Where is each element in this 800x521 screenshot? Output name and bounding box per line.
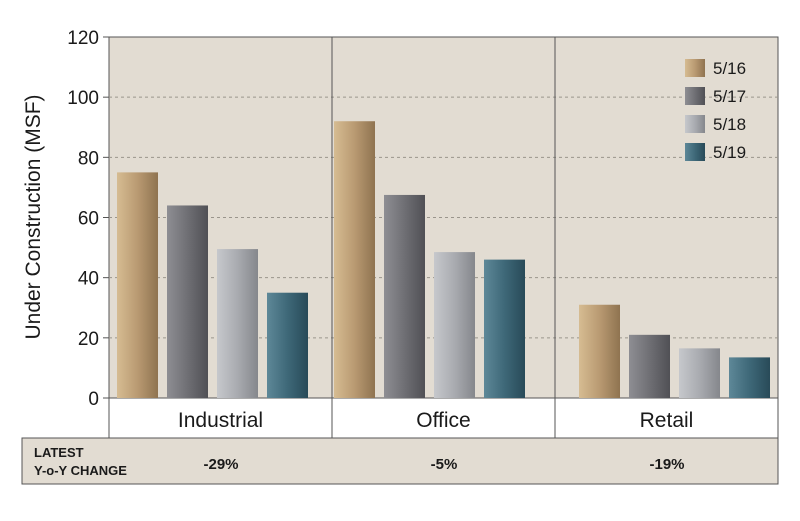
legend-swatch xyxy=(685,143,705,161)
y-tick-label: 40 xyxy=(78,269,99,290)
bar-industrial-5-17 xyxy=(167,205,208,398)
category-label: Retail xyxy=(640,409,694,432)
legend-label: 5/18 xyxy=(713,115,746,134)
legend-label: 5/16 xyxy=(713,59,746,78)
y-tick-label: 120 xyxy=(67,28,99,49)
legend-label: 5/19 xyxy=(713,143,746,162)
legend-swatch xyxy=(685,87,705,105)
bar-industrial-5-16 xyxy=(117,172,158,398)
bars xyxy=(117,121,770,398)
y-tick-label: 0 xyxy=(88,389,99,410)
yoy-label-line2: Y-o-Y CHANGE xyxy=(34,463,127,478)
y-tick-label: 60 xyxy=(78,209,99,230)
bar-retail-5-17 xyxy=(629,334,670,398)
y-axis-title: Under Construction (MSF) xyxy=(22,94,45,339)
gridlines xyxy=(109,37,778,438)
bar-office-5-19 xyxy=(484,259,525,398)
yoy-label-line1: LATEST xyxy=(34,445,84,460)
bar-retail-5-16 xyxy=(579,304,620,398)
y-tick-label: 20 xyxy=(78,329,99,350)
legend-swatch xyxy=(685,115,705,133)
yoy-value-office: -5% xyxy=(431,456,458,473)
bar-office-5-18 xyxy=(434,252,475,398)
y-tick-label: 100 xyxy=(67,88,99,109)
bar-office-5-17 xyxy=(384,194,425,398)
category-label: Industrial xyxy=(178,409,263,432)
category-label: Office xyxy=(416,409,470,432)
bar-retail-5-18 xyxy=(679,348,720,398)
legend: 5/16 5/17 5/18 5/19 xyxy=(685,59,746,162)
category-band xyxy=(108,397,779,439)
yoy-value-retail: -19% xyxy=(649,456,684,473)
bar-industrial-5-19 xyxy=(267,292,308,398)
legend-label: 5/17 xyxy=(713,87,746,106)
bar-retail-5-19 xyxy=(729,357,770,398)
y-axis: 0 20 40 60 80 100 120 xyxy=(67,28,109,410)
legend-swatch xyxy=(685,59,705,77)
yoy-value-industrial: -29% xyxy=(203,456,238,473)
category-labels: Industrial Office Retail xyxy=(178,409,693,432)
bar-industrial-5-18 xyxy=(217,249,258,398)
bar-office-5-16 xyxy=(334,121,375,398)
yoy-band xyxy=(21,437,779,485)
y-tick-label: 80 xyxy=(78,148,99,169)
